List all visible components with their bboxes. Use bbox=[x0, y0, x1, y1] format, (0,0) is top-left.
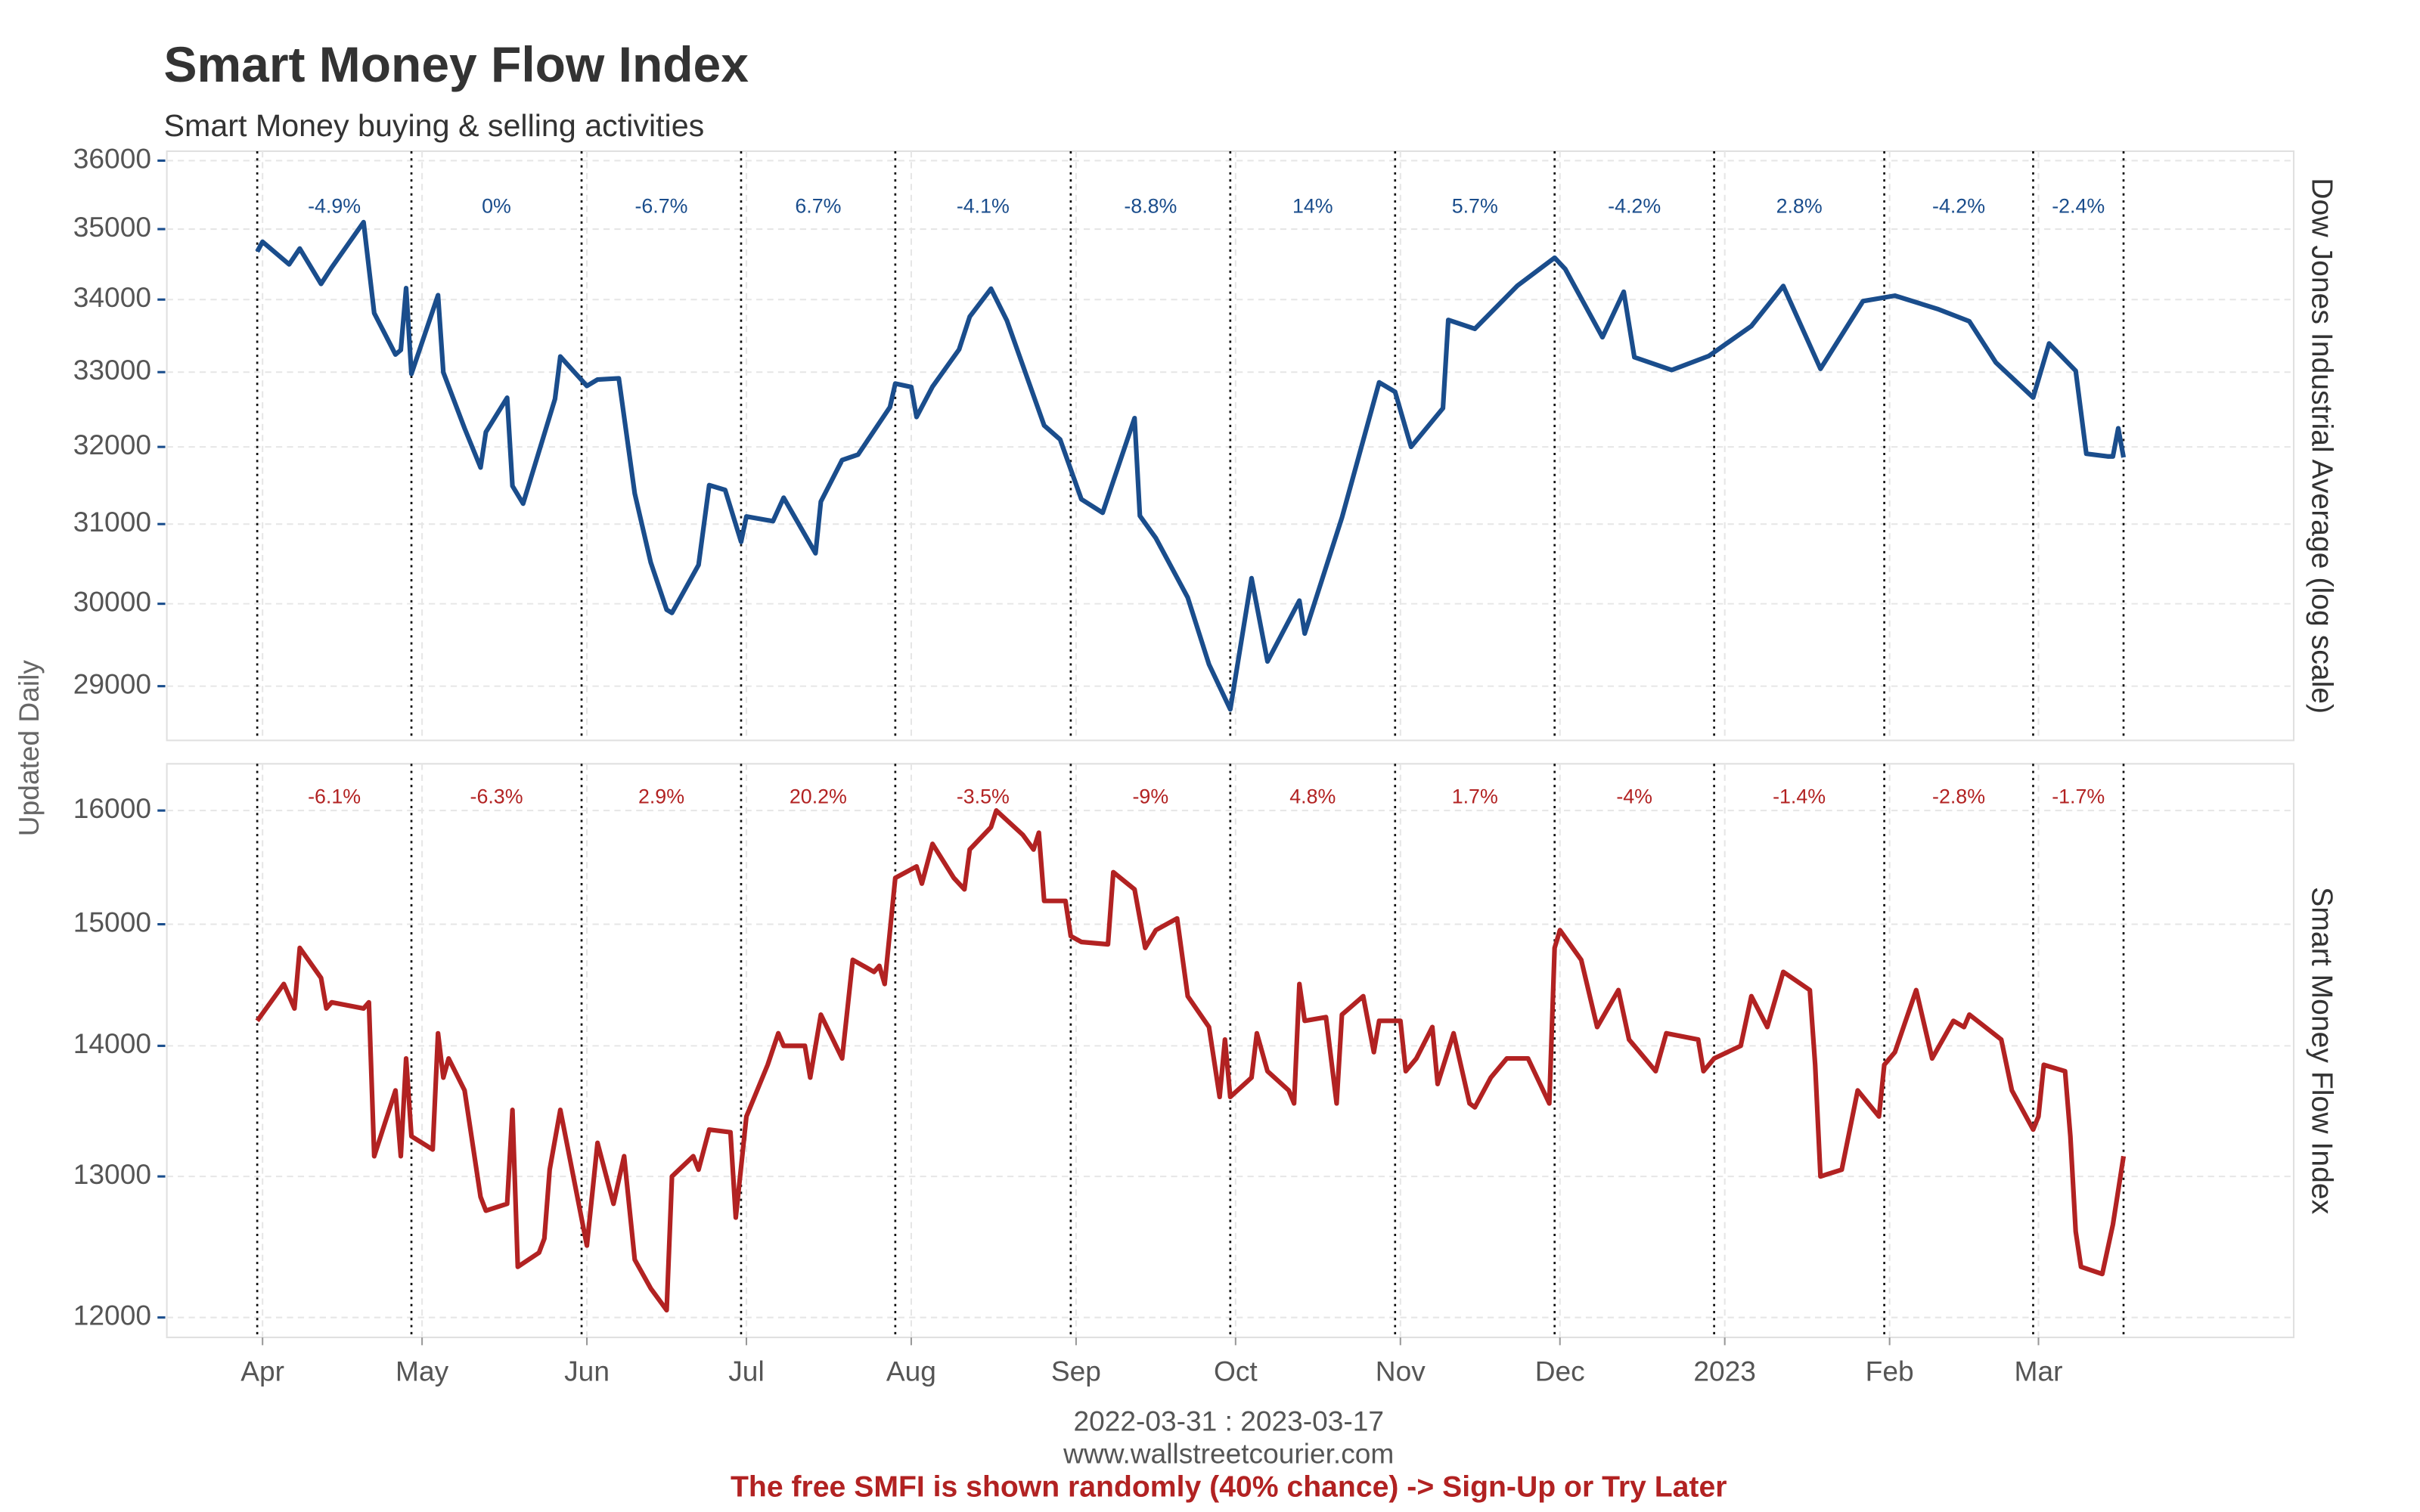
period-change-label: 5.7% bbox=[1452, 194, 1498, 217]
x-tick-label: Dec bbox=[1535, 1355, 1585, 1387]
chart-title: Smart Money Flow Index bbox=[163, 36, 749, 92]
period-change-label: 1.7% bbox=[1452, 785, 1498, 808]
period-change-label: 2.9% bbox=[638, 785, 684, 808]
period-change-label: 4.8% bbox=[1289, 785, 1336, 808]
period-change-label: -4.2% bbox=[1608, 194, 1661, 217]
y-axis-title: Smart Money Flow Index bbox=[2306, 887, 2338, 1214]
left-label: Updated Daily bbox=[13, 660, 45, 837]
y-tick-label: 34000 bbox=[73, 281, 151, 313]
x-tick-label: Jun bbox=[564, 1355, 610, 1387]
period-change-label: 0% bbox=[482, 194, 511, 217]
data-line bbox=[255, 808, 2127, 1313]
period-change-label: -6.7% bbox=[634, 194, 687, 217]
period-change-label: -4.1% bbox=[957, 194, 1010, 217]
x-tick-label: Nov bbox=[1376, 1355, 1426, 1387]
x-tick-label: Sep bbox=[1051, 1355, 1101, 1387]
y-tick-label: 12000 bbox=[73, 1299, 151, 1331]
data-line bbox=[255, 219, 2127, 712]
period-change-label: -2.4% bbox=[2052, 194, 2105, 217]
period-change-label: -1.7% bbox=[2052, 785, 2105, 808]
period-change-label: 14% bbox=[1292, 194, 1333, 217]
period-change-label: -1.4% bbox=[1773, 785, 1826, 808]
y-tick-label: 31000 bbox=[73, 506, 151, 538]
period-change-label: 20.2% bbox=[790, 785, 847, 808]
period-change-label: -2.8% bbox=[1932, 785, 1985, 808]
y-tick-label: 35000 bbox=[73, 211, 151, 243]
x-tick-label: Apr bbox=[240, 1355, 284, 1387]
y-tick-label: 33000 bbox=[73, 354, 151, 386]
website: www.wallstreetcourier.com bbox=[1063, 1438, 1394, 1470]
x-tick-label: Oct bbox=[1214, 1355, 1258, 1387]
x-tick-label: Aug bbox=[886, 1355, 936, 1387]
y-tick-label: 29000 bbox=[73, 668, 151, 699]
y-tick-label: 14000 bbox=[73, 1027, 151, 1059]
period-change-label: -9% bbox=[1133, 785, 1169, 808]
period-change-label: -3.5% bbox=[957, 785, 1010, 808]
y-tick-label: 13000 bbox=[73, 1158, 151, 1190]
x-tick-label: May bbox=[396, 1355, 449, 1387]
period-change-label: -6.3% bbox=[470, 785, 523, 808]
period-change-label: -4.9% bbox=[308, 194, 361, 217]
y-tick-label: 32000 bbox=[73, 429, 151, 460]
x-tick-label: Jul bbox=[728, 1355, 764, 1387]
period-change-label: -8.8% bbox=[1124, 194, 1177, 217]
x-tick-label: Feb bbox=[1866, 1355, 1914, 1387]
x-tick-label: Mar bbox=[2015, 1355, 2063, 1387]
period-change-label: 2.8% bbox=[1776, 194, 1823, 217]
y-tick-label: 36000 bbox=[73, 142, 151, 174]
y-tick-label: 30000 bbox=[73, 585, 151, 617]
chart-subtitle: Smart Money buying & selling activities bbox=[163, 108, 704, 143]
x-tick-label: 2023 bbox=[1693, 1355, 1756, 1387]
period-change-label: -6.1% bbox=[308, 785, 361, 808]
notice[interactable]: The free SMFI is shown randomly (40% cha… bbox=[731, 1470, 1727, 1503]
period-change-label: -4.2% bbox=[1932, 194, 1985, 217]
y-tick-label: 16000 bbox=[73, 792, 151, 824]
period-change-label: 6.7% bbox=[795, 194, 841, 217]
y-tick-label: 15000 bbox=[73, 906, 151, 937]
date-range: 2022-03-31 : 2023-03-17 bbox=[1073, 1405, 1384, 1436]
y-axis-title: Dow Jones Industrial Average (log scale) bbox=[2306, 178, 2338, 714]
period-change-label: -4% bbox=[1616, 785, 1652, 808]
